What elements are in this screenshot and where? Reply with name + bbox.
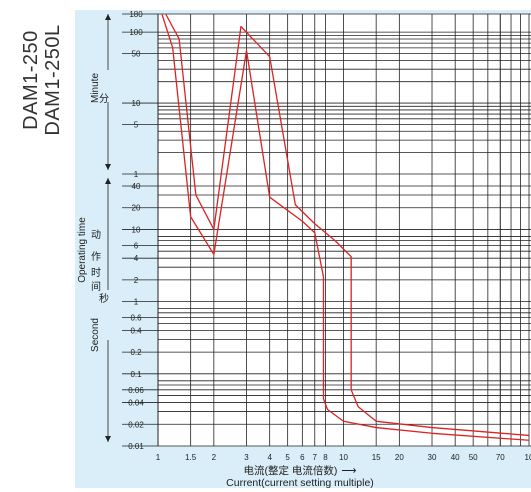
x-tick-label: 20: [395, 453, 404, 462]
y-tick-label: 4: [134, 254, 139, 263]
y-tick-label: 0.2: [130, 348, 142, 357]
y-tick-label: 50: [132, 49, 141, 58]
x-tick-labels: 1 1.5 2 3 4 5 678 10 15 20 30 40 50 70 10: [156, 453, 531, 462]
x-axis-label-cn: 电流(整定 电流倍数) ⟶: [244, 464, 358, 477]
y-tick-label: 0.4: [130, 326, 142, 335]
x-tick-label: 8: [323, 453, 328, 462]
y-tick-label: 5: [134, 120, 139, 129]
y-tick-label: 0.04: [128, 399, 144, 408]
x-axis-arrow: ⟶: [341, 465, 357, 477]
y-tick-label: 10: [132, 99, 141, 108]
x-tick-label: 10: [339, 453, 348, 462]
y-tick-label: 10: [132, 225, 141, 234]
operating-time-cn-2: 作: [91, 251, 101, 263]
minute-label-cn: 分: [99, 93, 109, 105]
second-arrow-up: [105, 178, 111, 184]
x-tick-label: 2: [212, 453, 217, 462]
x-tick-label: 1.5: [185, 453, 197, 462]
y-tick-label: 6: [134, 241, 139, 250]
x-tick-label: 50: [469, 453, 478, 462]
y-tick-label: 0.01: [128, 442, 144, 451]
minute-arrow-down: [105, 164, 111, 170]
x-tick-label: 15: [372, 453, 381, 462]
x-tick-label: 30: [428, 453, 437, 462]
y-tick-label: 100: [129, 28, 143, 37]
x-tick-label: 5: [285, 453, 290, 462]
second-label: Second: [90, 318, 101, 352]
x-tick-label: 40: [451, 453, 460, 462]
x-tick-label: 3: [244, 453, 249, 462]
operating-time-cn-4: 间: [91, 280, 101, 293]
y-tick-label: 1: [134, 298, 139, 307]
x-tick-label: 7: [313, 453, 318, 462]
operating-time-label: Operating time: [77, 217, 88, 283]
second-label-cn: 秒: [99, 292, 109, 305]
minute-arrow-up: [105, 14, 111, 20]
operating-time-cn-1: 动: [91, 229, 101, 241]
y-tick-label: 20: [132, 204, 141, 213]
y-tick-label: 40: [132, 182, 141, 191]
x-tick-label: 4: [267, 453, 272, 462]
y-tick-label: 180: [129, 10, 143, 19]
x-axis-label-en: Current(current setting multiple): [226, 477, 374, 489]
x-tick-label: 1: [156, 453, 161, 462]
y-tick-label: 0.06: [128, 386, 144, 395]
y-tick-label: 2: [134, 276, 139, 285]
y-axis-annotations: Minute 分 Operating time Second 秒 动 作 时 间: [77, 14, 111, 442]
x-tick-label: 6: [300, 453, 305, 462]
second-arrow-down: [105, 436, 111, 442]
y-tick-label: 0.6: [130, 314, 142, 323]
y-tick-label: 1: [134, 170, 139, 179]
x-tick-label: 70: [496, 453, 505, 462]
y-tick-labels: 1 5 10 50 100 180 0.01 0.02 0.04 0.06 0.1 0.2 0.4 0.6…: [122, 10, 158, 451]
x-tick-label: 10: [525, 453, 531, 462]
y-tick-label: 0.1: [130, 370, 142, 379]
operating-time-cn-3: 时: [91, 267, 101, 279]
y-tick-label: 0.02: [128, 420, 144, 429]
x-axis-label-cn-text: 电流(整定 电流倍数): [244, 464, 338, 477]
